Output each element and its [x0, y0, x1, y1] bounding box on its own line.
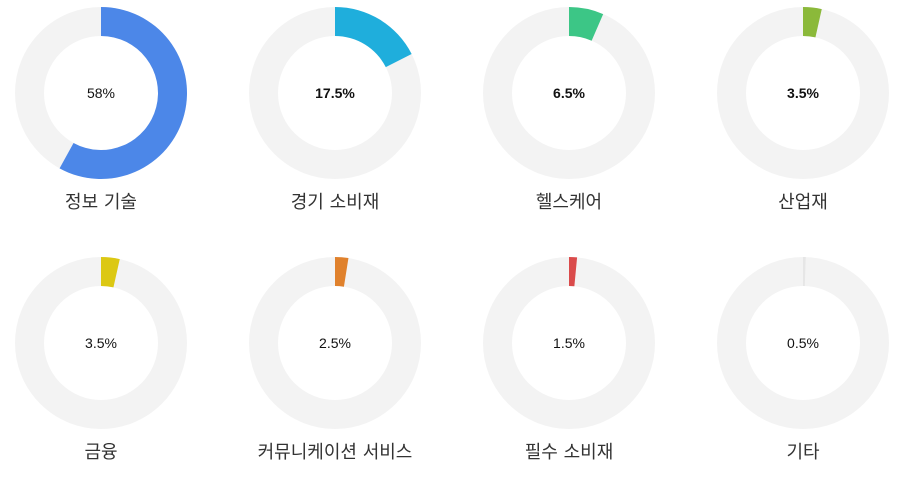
category-label: 필수 소비재 [524, 442, 614, 463]
donut-chart: 3.5% [717, 7, 889, 179]
value-label: 3.5% [85, 335, 117, 351]
donut-chart: 58% [15, 7, 187, 179]
donut-chart: 17.5% [249, 7, 421, 179]
donut-chart: 6.5% [483, 7, 655, 179]
donut-segment [101, 257, 120, 288]
donut-chart: 2.5% [249, 257, 421, 429]
donut-cell: 2.5% 커뮤니케이션 서비스 [218, 250, 452, 480]
donut-chart: 1.5% [483, 257, 655, 429]
value-label: 3.5% [787, 85, 819, 101]
category-label: 경기 소비재 [290, 192, 380, 213]
value-label: 17.5% [315, 85, 355, 101]
donut-cell: 3.5% 산업재 [686, 0, 900, 230]
donut-segment [803, 257, 806, 287]
value-label: 0.5% [787, 335, 819, 351]
donut-cell: 17.5% 경기 소비재 [218, 0, 452, 230]
category-label: 금융 [84, 442, 118, 463]
donut-segment [569, 257, 578, 287]
category-label: 기타 [786, 442, 820, 463]
donut-segment [335, 257, 349, 287]
donut-cell: 1.5% 필수 소비재 [452, 250, 686, 480]
category-label: 헬스케어 [535, 192, 603, 213]
donut-segment [569, 7, 604, 41]
donut-cell: 3.5% 금융 [0, 250, 218, 480]
value-label: 2.5% [319, 335, 351, 351]
category-label: 산업재 [778, 192, 828, 213]
donut-cell: 58% 정보 기술 [0, 0, 218, 230]
value-label: 58% [87, 85, 115, 101]
donut-segment [59, 7, 187, 179]
value-label: 1.5% [553, 335, 585, 351]
donut-cell: 0.5% 기타 [686, 250, 900, 480]
donut-chart: 0.5% [717, 257, 889, 429]
donut-segment [335, 7, 412, 68]
category-label: 정보 기술 [65, 192, 137, 213]
value-label: 6.5% [553, 85, 585, 101]
donut-chart: 3.5% [15, 257, 187, 429]
donut-segment [803, 7, 822, 38]
donut-cell: 6.5% 헬스케어 [452, 0, 686, 230]
category-label: 커뮤니케이션 서비스 [257, 442, 413, 463]
